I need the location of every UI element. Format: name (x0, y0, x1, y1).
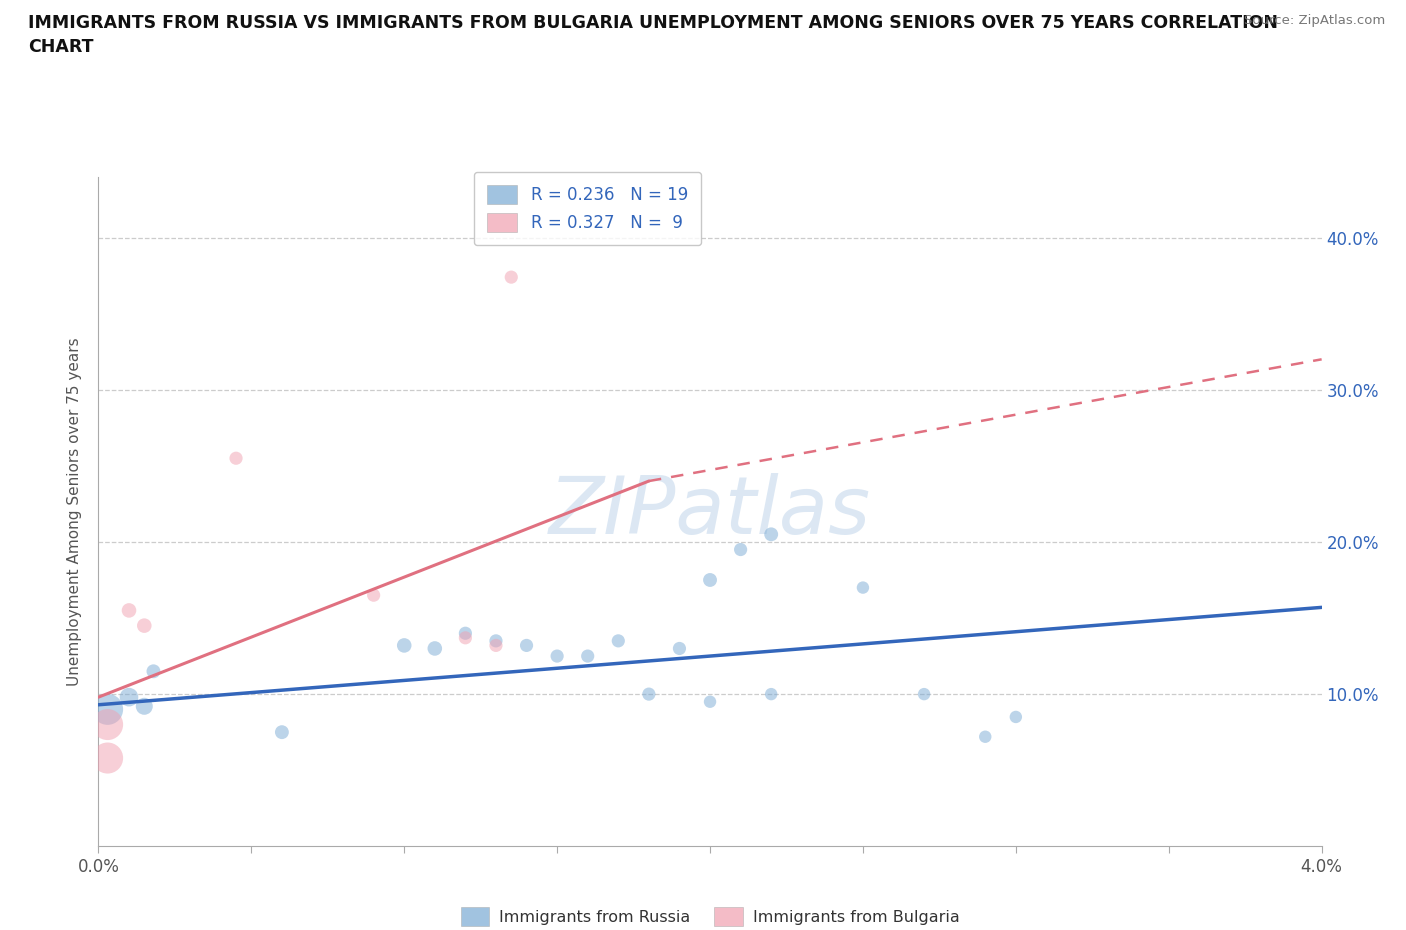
Point (118, 690, 141, 705)
Point (699, 573, 721, 588)
Point (97, 702, 120, 717)
Text: Source: ZipAtlas.com: Source: ZipAtlas.com (1244, 14, 1385, 27)
Point (142, 664, 165, 679)
Legend: Immigrants from Russia, Immigrants from Bulgaria: Immigrants from Russia, Immigrants from … (454, 901, 966, 930)
Point (516, 638, 538, 653)
Point (363, 588, 385, 603)
Text: ZIPatlas: ZIPatlas (548, 472, 872, 551)
Point (759, 527, 782, 542)
Point (270, 724, 294, 739)
Point (852, 580, 875, 595)
Point (392, 638, 416, 653)
Y-axis label: Unemployment Among Seniors over 75 years: Unemployment Among Seniors over 75 years (67, 338, 83, 685)
Point (225, 451, 247, 466)
Point (118, 603, 141, 618)
Point (912, 686, 935, 701)
Point (759, 686, 782, 701)
Point (423, 641, 446, 656)
Point (454, 626, 477, 641)
Point (501, 270, 523, 285)
Point (97, 751, 120, 765)
Point (134, 698, 156, 713)
Point (454, 631, 477, 645)
Text: IMMIGRANTS FROM RUSSIA VS IMMIGRANTS FROM BULGARIA UNEMPLOYMENT AMONG SENIORS OV: IMMIGRANTS FROM RUSSIA VS IMMIGRANTS FRO… (28, 14, 1278, 56)
Point (97, 717, 120, 732)
Point (699, 695, 721, 710)
Point (637, 686, 661, 701)
Point (1004, 710, 1026, 724)
Point (730, 542, 752, 557)
Point (607, 633, 630, 648)
Point (485, 638, 508, 653)
Point (668, 641, 690, 656)
Point (485, 633, 508, 648)
Point (576, 648, 599, 663)
Point (546, 648, 568, 663)
Point (974, 729, 997, 744)
Point (134, 618, 156, 633)
